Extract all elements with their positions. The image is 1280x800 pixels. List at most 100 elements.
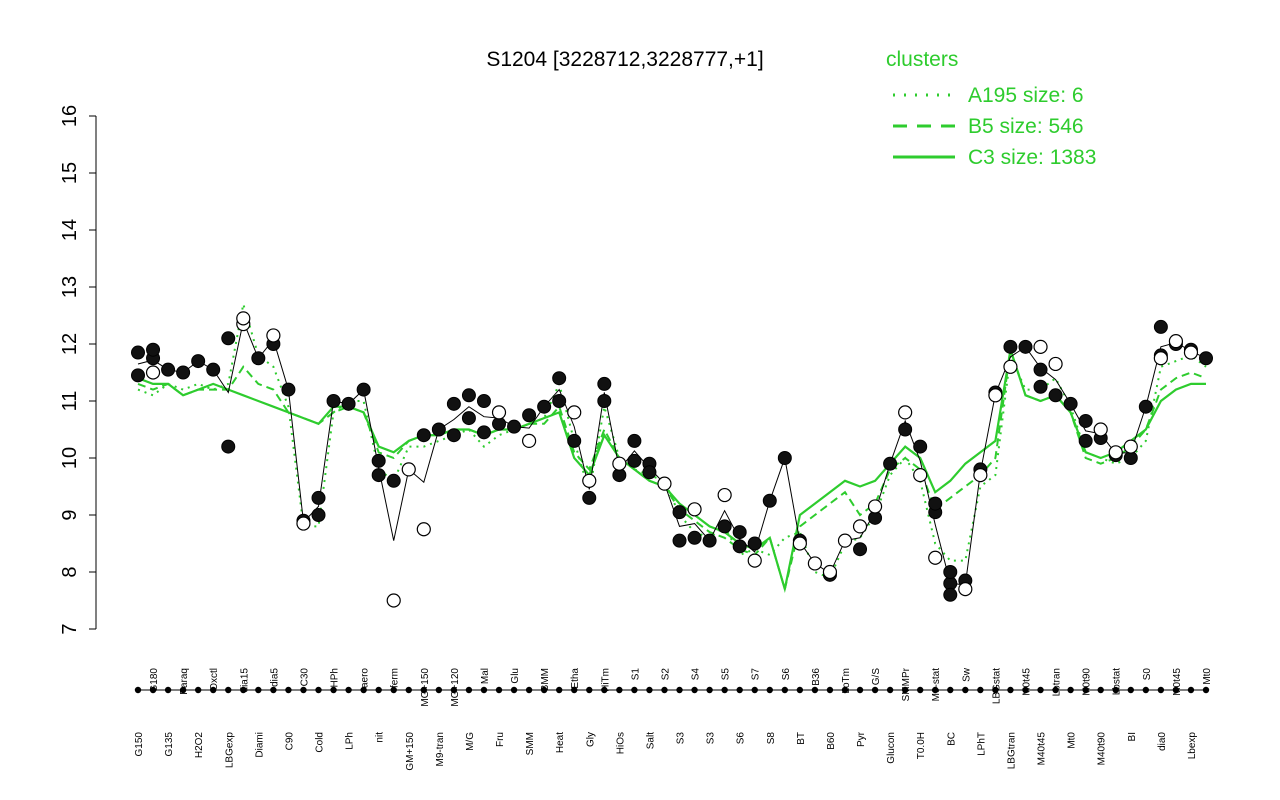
x-tick-label: G135: [164, 732, 175, 757]
data-point-filled: [672, 533, 687, 548]
data-point-filled: [732, 525, 747, 540]
data-point-filled: [446, 428, 461, 443]
x-tick-marker: [676, 686, 683, 694]
x-tick-label: Sw: [961, 667, 972, 682]
x-tick-marker: [856, 686, 864, 694]
x-tick-label: BMM: [540, 668, 551, 691]
x-tick-marker: [571, 686, 578, 694]
x-tick-label: SMMPr: [901, 667, 912, 701]
legend-label: A195 size: 6: [968, 84, 1084, 107]
x-tick-label: GM+150: [405, 732, 416, 771]
data-point-open: [1153, 351, 1168, 366]
x-tick-label: M40t45: [1037, 732, 1048, 766]
x-tick-marker: [345, 686, 352, 694]
x-tick-marker: [420, 686, 428, 694]
x-tick-marker: [225, 686, 232, 694]
x-tick-label: S6: [781, 668, 792, 681]
x-tick-label: SMM: [525, 732, 536, 755]
data-point-filled: [522, 408, 537, 423]
x-tick-label: ferm: [390, 668, 401, 688]
data-point-filled: [883, 456, 898, 471]
data-point-open: [1033, 339, 1048, 354]
data-point-open: [958, 581, 973, 597]
data-point-open: [807, 556, 823, 571]
x-tick-label: MG+150: [420, 668, 431, 707]
x-tick-label: M0t90: [1082, 668, 1093, 696]
data-point-open: [913, 468, 928, 483]
data-point-filled: [1078, 413, 1093, 428]
x-tick-label: Lbtran: [1052, 668, 1063, 696]
data-point-filled: [281, 382, 296, 397]
x-tick-marker: [1082, 686, 1089, 694]
legend-title: clusters: [886, 48, 958, 71]
x-tick-marker: [210, 686, 217, 694]
x-tick-label: Fru: [495, 732, 506, 747]
x-tick-marker: [947, 686, 954, 694]
data-point-filled: [597, 394, 612, 408]
data-point-filled: [446, 396, 461, 411]
series-line-solid: [137, 349, 1206, 590]
x-tick-label: MG+120: [450, 668, 461, 707]
x-tick-marker: [841, 686, 849, 694]
data-point-open: [928, 550, 943, 565]
x-tick-label: HiOs: [615, 732, 626, 754]
x-tick-marker: [510, 686, 518, 694]
x-tick-marker: [1067, 686, 1074, 694]
x-tick-marker: [149, 686, 157, 694]
data-point-filled: [326, 394, 341, 408]
x-tick-marker: [480, 686, 488, 694]
x-tick-marker: [270, 686, 277, 694]
data-point-filled: [777, 451, 792, 465]
x-tick-label: H2O2: [194, 732, 205, 759]
x-tick-label: Glu: [510, 668, 521, 684]
data-point-filled: [416, 428, 431, 443]
data-point-filled: [476, 394, 491, 408]
data-point-filled: [567, 433, 582, 448]
x-tick-marker: [691, 686, 698, 694]
data-point-filled: [702, 533, 717, 548]
x-tick-marker: [465, 686, 473, 694]
data-point-filled: [206, 362, 221, 377]
x-tick-marker: [390, 686, 397, 694]
data-point-filled: [386, 473, 401, 488]
x-tick-label: dia0: [1157, 732, 1168, 751]
x-tick-label: S4: [691, 668, 702, 681]
data-point-open: [266, 328, 281, 343]
x-tick-label: Oxctl: [209, 668, 220, 691]
data-point-filled: [476, 425, 491, 440]
legend: clusters A195 size: 6 B5 size: 546 C3 si…: [886, 48, 1096, 169]
x-tick-marker: [435, 686, 443, 694]
data-point-filled: [341, 396, 356, 411]
data-point-filled: [1199, 351, 1213, 366]
data-point-open: [687, 502, 702, 517]
x-tick-marker: [1142, 686, 1150, 694]
x-axis: G150 G180 G135 Paraq H2O2 Oxctl LBGexp dia15 Dia…: [134, 667, 1213, 770]
data-point-filled: [717, 519, 732, 534]
x-tick-marker: [405, 686, 412, 694]
y-tick-label: 14: [59, 219, 81, 241]
x-tick-marker: [1037, 686, 1044, 694]
data-point-filled: [732, 539, 747, 554]
x-tick-marker: [721, 686, 728, 694]
data-point-filled: [176, 365, 191, 380]
data-point-filled: [1063, 396, 1078, 411]
data-point-open: [657, 476, 672, 491]
data-point-open: [792, 536, 807, 551]
x-tick-label: S8: [766, 732, 777, 745]
data-point-filled: [1153, 319, 1168, 334]
x-tick-label: Paraq: [179, 668, 190, 695]
x-tick-label: LBGtran: [1006, 732, 1017, 769]
x-tick-label: S1: [630, 668, 641, 681]
x-tick-label: G150: [134, 732, 145, 757]
x-tick-marker: [555, 686, 563, 694]
x-tick-label: S7: [751, 668, 762, 681]
x-tick-marker: [330, 686, 337, 694]
data-point-filled: [913, 439, 928, 454]
x-tick-marker: [901, 686, 909, 694]
data-point-filled: [582, 490, 597, 505]
x-tick-label: dia5: [269, 668, 280, 687]
x-tick-label: Lbexp: [1187, 732, 1198, 760]
x-tick-label: LBGstat: [991, 668, 1002, 704]
data-point-open: [988, 388, 1003, 403]
x-tick-marker: [285, 686, 292, 694]
